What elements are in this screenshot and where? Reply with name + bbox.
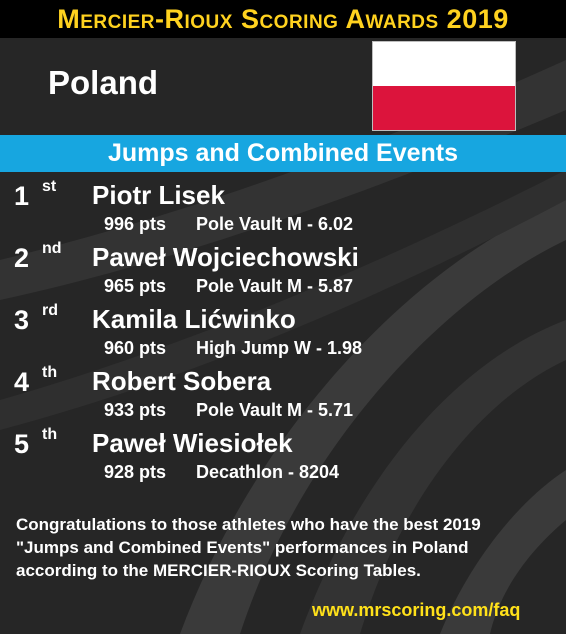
rank-suffix: rd xyxy=(42,302,58,319)
ranking-entry-1: 1 st Piotr Lisek 996 pts Pole Vault M - … xyxy=(0,178,566,240)
rank-number: 3 xyxy=(14,305,30,335)
athlete-name: Paweł Wojciechowski xyxy=(92,242,359,272)
header-title: Mercier-Rioux Scoring Awards 2019 xyxy=(57,3,509,34)
points: 928 pts xyxy=(104,462,167,482)
performance: Pole Vault M - 5.71 xyxy=(196,400,354,420)
poland-flag-icon xyxy=(372,41,516,131)
ranking-entry-4: 4 th Robert Sobera 933 pts Pole Vault M … xyxy=(0,364,566,426)
performance: Pole Vault M - 5.87 xyxy=(196,276,354,296)
performance: Pole Vault M - 6.02 xyxy=(196,214,354,234)
flag-white-stripe xyxy=(373,42,515,86)
ranking-entry-2: 2 nd Paweł Wojciechowski 965 pts Pole Va… xyxy=(0,240,566,302)
ranking-entry-3: 3 rd Kamila Lićwinko 960 pts High Jump W… xyxy=(0,302,566,364)
country-name: Poland xyxy=(48,64,159,101)
rank-number: 4 xyxy=(14,367,30,397)
congratulations-text: Congratulations to those athletes who ha… xyxy=(16,515,481,580)
header-bar: Mercier-Rioux Scoring Awards 2019 xyxy=(0,0,566,38)
athlete-name: Paweł Wiesiołek xyxy=(92,428,293,458)
points: 965 pts xyxy=(104,276,167,296)
rank-number: 2 xyxy=(14,243,30,273)
flag-red-stripe xyxy=(373,86,515,130)
rank-suffix: nd xyxy=(42,240,62,257)
athlete-name: Piotr Lisek xyxy=(92,180,225,210)
performance: High Jump W - 1.98 xyxy=(196,338,363,358)
rank-suffix: th xyxy=(42,426,58,443)
category-bar: Jumps and Combined Events xyxy=(0,135,566,172)
points: 996 pts xyxy=(104,214,167,234)
rank-number: 1 xyxy=(14,181,30,211)
rank-number: 5 xyxy=(14,429,30,459)
athlete-name: Robert Sobera xyxy=(92,366,272,396)
athlete-name: Kamila Lićwinko xyxy=(92,304,296,334)
faq-link[interactable]: www.mrscoring.com/faq xyxy=(312,600,521,620)
points: 960 pts xyxy=(104,338,167,358)
rank-suffix: st xyxy=(42,178,57,195)
category-label: Jumps and Combined Events xyxy=(107,139,459,167)
ranking-entry-5: 5 th Paweł Wiesiołek 928 pts Decathlon -… xyxy=(0,426,566,488)
rank-suffix: th xyxy=(42,364,58,381)
performance: Decathlon - 8204 xyxy=(196,462,340,482)
points: 933 pts xyxy=(104,400,167,420)
